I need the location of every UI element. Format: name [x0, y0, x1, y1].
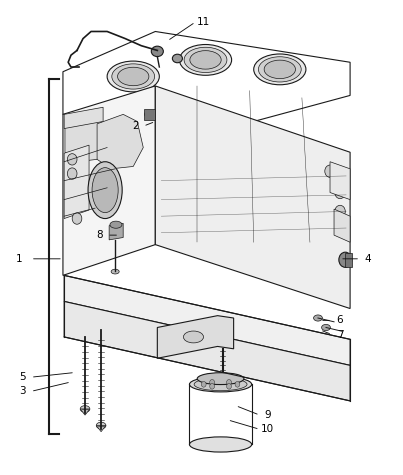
Ellipse shape [258, 57, 301, 82]
Circle shape [226, 380, 231, 385]
Text: 3: 3 [19, 387, 26, 397]
Text: 2: 2 [132, 121, 139, 131]
Polygon shape [64, 107, 103, 129]
Ellipse shape [197, 373, 244, 385]
Ellipse shape [111, 269, 119, 274]
Polygon shape [96, 426, 106, 432]
Circle shape [72, 213, 82, 224]
Circle shape [235, 381, 240, 387]
Polygon shape [65, 112, 107, 162]
Polygon shape [64, 145, 89, 218]
Ellipse shape [183, 331, 204, 343]
Polygon shape [157, 316, 234, 358]
Ellipse shape [189, 377, 252, 392]
Ellipse shape [110, 221, 122, 228]
Text: 9: 9 [264, 410, 271, 420]
Text: 8: 8 [96, 230, 102, 240]
Ellipse shape [189, 437, 252, 452]
Circle shape [335, 205, 345, 218]
Ellipse shape [80, 406, 90, 412]
Polygon shape [345, 253, 352, 267]
Text: 11: 11 [197, 17, 210, 27]
Text: 6: 6 [337, 315, 343, 325]
Polygon shape [155, 86, 350, 309]
Ellipse shape [151, 46, 163, 57]
Text: 7: 7 [337, 330, 343, 340]
Circle shape [210, 383, 214, 389]
Text: 5: 5 [19, 372, 26, 382]
Circle shape [67, 168, 77, 179]
Ellipse shape [190, 51, 221, 69]
Ellipse shape [172, 54, 183, 63]
Circle shape [67, 154, 77, 165]
Text: 4: 4 [365, 254, 372, 264]
Text: 10: 10 [261, 424, 274, 434]
Ellipse shape [314, 315, 322, 321]
Polygon shape [334, 209, 350, 242]
Polygon shape [80, 409, 90, 415]
Ellipse shape [184, 48, 227, 73]
Polygon shape [63, 86, 155, 276]
Polygon shape [97, 114, 143, 169]
Ellipse shape [88, 162, 122, 218]
Ellipse shape [107, 61, 159, 92]
Ellipse shape [118, 67, 149, 86]
Ellipse shape [179, 45, 232, 76]
Polygon shape [330, 162, 350, 199]
Polygon shape [109, 223, 123, 240]
Ellipse shape [96, 422, 106, 429]
Circle shape [210, 380, 214, 385]
Polygon shape [64, 276, 350, 365]
Ellipse shape [254, 54, 306, 85]
Ellipse shape [322, 324, 330, 331]
Ellipse shape [264, 60, 295, 78]
Circle shape [325, 165, 335, 177]
Polygon shape [64, 302, 350, 401]
Ellipse shape [194, 378, 247, 391]
Ellipse shape [145, 111, 154, 118]
Ellipse shape [92, 168, 118, 213]
Circle shape [335, 186, 345, 199]
Circle shape [226, 383, 231, 389]
FancyBboxPatch shape [144, 109, 154, 120]
Ellipse shape [112, 64, 155, 89]
Text: 1: 1 [15, 254, 22, 264]
Circle shape [339, 252, 352, 267]
Circle shape [202, 381, 206, 387]
